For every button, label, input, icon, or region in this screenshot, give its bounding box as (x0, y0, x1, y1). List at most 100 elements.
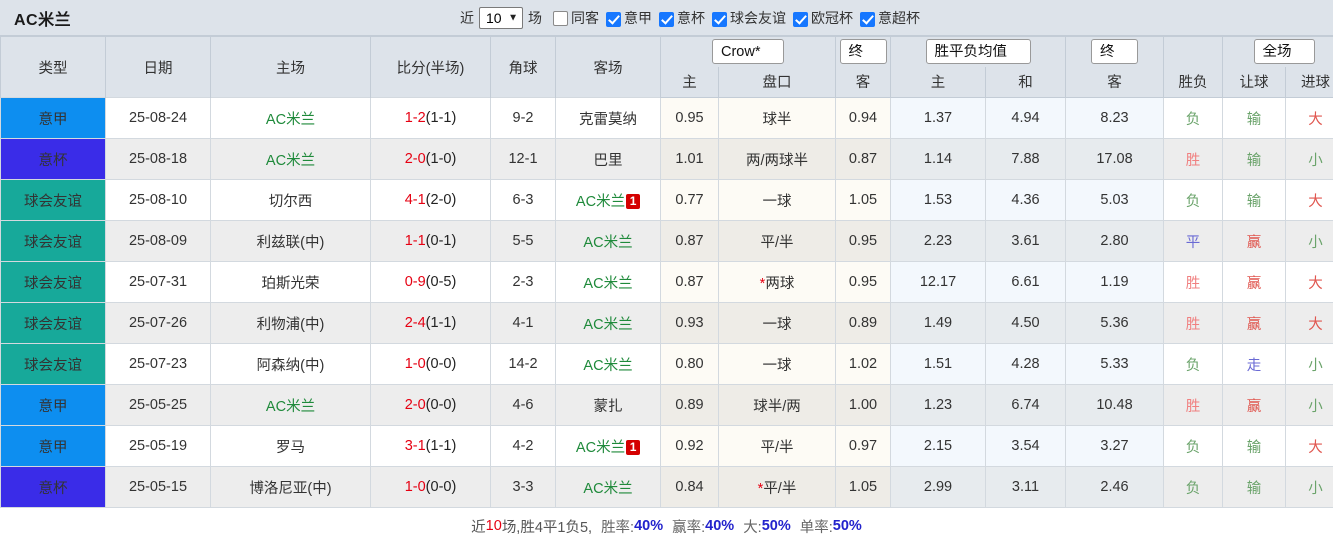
cell-home-team: 博洛尼亚(中) (210, 466, 371, 508)
league-filter-group: 意甲 意杯 球会友谊 欧冠杯 意超杯 (600, 8, 921, 28)
summary-recent-count: 10 (485, 518, 502, 534)
cell-corner: 9-2 (490, 97, 556, 139)
table-row[interactable]: 球会友谊 25-08-10 切尔西 4-1(2-0) 6-3 AC米兰 1 0.77 一球 1.0… (0, 179, 1333, 221)
cell-corner: 4-6 (490, 384, 556, 426)
league-checkbox-2[interactable] (712, 11, 727, 27)
cell-date: 25-08-09 (105, 220, 211, 262)
cell-handicap-away-odds: 0.94 (835, 97, 891, 139)
cell-result-wl: 胜 (1163, 384, 1223, 426)
cell-odds-away: 5.03 (1065, 179, 1164, 221)
recent-suffix-label: 场 (528, 10, 542, 26)
league-checkbox-3[interactable] (793, 11, 808, 27)
filter-controls: 近 10 ▼ 场 同客 意甲 意杯 球会友谊 欧冠杯 意超杯 (455, 0, 921, 36)
league-checkbox-label-1: 意杯 (677, 10, 705, 26)
col-header-date: 日期 (105, 36, 211, 98)
cell-result-goals: 小 (1285, 466, 1333, 508)
cell-score: 4-1(2-0) (370, 179, 491, 221)
cell-handicap-line: 两/两球半 (718, 138, 836, 180)
cell-odds-home: 1.23 (890, 384, 986, 426)
scope-select[interactable]: 全场 (1253, 39, 1315, 65)
table-row[interactable]: 意甲 25-05-19 罗马 3-1(1-1) 4-2 AC米兰 1 0.92 平/半 0.97 2… (0, 425, 1333, 467)
cell-result-handicap: 输 (1222, 138, 1286, 180)
cell-date: 25-07-23 (105, 343, 211, 385)
bookmaker-select[interactable]: Crow* (712, 39, 784, 65)
cell-odds-draw: 4.36 (985, 179, 1066, 221)
over-rate-label: 大: (743, 519, 762, 536)
odds-type-select-cell[interactable]: 胜平负均值 (890, 36, 1066, 67)
cell-handicap-home-odds: 0.87 (660, 220, 719, 262)
table-row[interactable]: 球会友谊 25-08-09 利兹联(中) 1-1(0-1) 5-5 AC米兰 0.87 平/半… (0, 220, 1333, 262)
bookmaker-select-cell[interactable]: Crow* (660, 36, 836, 67)
league-checkbox-4[interactable] (860, 11, 875, 27)
cell-result-handicap: 输 (1222, 97, 1286, 139)
cell-corner: 4-1 (490, 302, 556, 344)
cell-result-goals: 大 (1285, 261, 1333, 303)
recent-count-select-wrap[interactable]: 10 ▼ (479, 7, 523, 29)
cell-league-type: 球会友谊 (0, 220, 106, 262)
recent-count-select[interactable]: 10 (479, 7, 523, 29)
cell-corner: 6-3 (490, 179, 556, 221)
league-checkbox-label-3: 欧冠杯 (811, 10, 853, 26)
league-checkbox-label-0: 意甲 (624, 10, 652, 26)
cell-league-type: 球会友谊 (0, 343, 106, 385)
cell-result-wl: 负 (1163, 466, 1223, 508)
league-checkbox-1[interactable] (659, 11, 674, 27)
cell-handicap-line: *平/半 (718, 466, 836, 508)
cell-odds-away: 5.36 (1065, 302, 1164, 344)
cell-odds-home: 2.99 (890, 466, 986, 508)
cell-odds-home: 2.15 (890, 425, 986, 467)
table-row[interactable]: 意甲 25-08-24 AC米兰 1-2(1-1) 9-2 克雷莫纳 0.95 球半 0.94 1… (0, 97, 1333, 139)
cell-result-handicap: 赢 (1222, 302, 1286, 344)
win-rate-value: 40% (634, 518, 664, 534)
cell-corner: 2-3 (490, 261, 556, 303)
handicap-phase-select[interactable]: 终 (839, 39, 887, 65)
league-checkbox-0[interactable] (606, 11, 621, 27)
handicap-phase-select-wrap[interactable]: 终 (839, 39, 887, 65)
cell-result-wl: 胜 (1163, 302, 1223, 344)
bookmaker-select-wrap[interactable]: Crow* (712, 39, 784, 65)
cell-home-team: 罗马 (210, 425, 371, 467)
cell-handicap-home-odds: 0.77 (660, 179, 719, 221)
table-row[interactable]: 意杯 25-05-15 博洛尼亚(中) 1-0(0-0) 3-3 AC米兰 0.84 *平/半… (0, 466, 1333, 508)
col-header-odds-draw: 和 (985, 66, 1066, 98)
cell-result-goals: 小 (1285, 384, 1333, 426)
cell-score: 1-2(1-1) (370, 97, 491, 139)
cell-result-handicap: 赢 (1222, 261, 1286, 303)
cell-result-handicap: 输 (1222, 179, 1286, 221)
table-row[interactable]: 球会友谊 25-07-26 利物浦(中) 2-4(1-1) 4-1 AC米兰 0.93 一球 0… (0, 302, 1333, 344)
odds-phase-select-wrap[interactable]: 终 (1091, 39, 1138, 65)
same-venue-checkbox[interactable] (553, 10, 568, 26)
cell-score: 2-0(1-0) (370, 138, 491, 180)
cell-odds-away: 17.08 (1065, 138, 1164, 180)
cell-result-wl: 胜 (1163, 261, 1223, 303)
league-checkbox-label-4: 意超杯 (878, 10, 920, 26)
summary-record: 场,胜4平1负5, (501, 519, 593, 536)
cell-result-handicap: 输 (1222, 425, 1286, 467)
cell-date: 25-05-19 (105, 425, 211, 467)
cell-result-handicap: 赢 (1222, 384, 1286, 426)
odds-type-select-wrap[interactable]: 胜平负均值 (925, 39, 1031, 65)
cell-score: 1-0(0-0) (370, 466, 491, 508)
handicap-phase-select-cell[interactable]: 终 (835, 36, 891, 67)
cell-odds-draw: 6.61 (985, 261, 1066, 303)
profit-rate-value: 40% (705, 518, 735, 534)
cell-date: 25-05-25 (105, 384, 211, 426)
cell-odds-away: 5.33 (1065, 343, 1164, 385)
col-header-result-wl: 胜负 (1163, 66, 1223, 98)
cell-odds-away: 1.19 (1065, 261, 1164, 303)
cell-handicap-line: 球半 (718, 97, 836, 139)
odds-type-select[interactable]: 胜平负均值 (925, 39, 1031, 65)
table-row[interactable]: 球会友谊 25-07-31 珀斯光荣 0-9(0-5) 2-3 AC米兰 0.87 *两球 0.… (0, 261, 1333, 303)
table-row[interactable]: 球会友谊 25-07-23 阿森纳(中) 1-0(0-0) 14-2 AC米兰 0.80 一球… (0, 343, 1333, 385)
table-row[interactable]: 意杯 25-08-18 AC米兰 2-0(1-0) 12-1 巴里 1.01 两/两球半 0.8… (0, 138, 1333, 180)
empty-header-cell (1163, 36, 1223, 67)
table-row[interactable]: 意甲 25-05-25 AC米兰 2-0(0-0) 4-6 蒙扎 0.89 球半/两 1.00 1… (0, 384, 1333, 426)
recent-prefix-label: 近 (460, 10, 474, 26)
scope-select-wrap[interactable]: 全场 (1253, 39, 1315, 65)
cell-result-wl: 负 (1163, 343, 1223, 385)
cell-result-wl: 胜 (1163, 138, 1223, 180)
scope-select-cell[interactable]: 全场 (1222, 36, 1333, 67)
odds-phase-select-cell[interactable]: 终 (1065, 36, 1164, 67)
odds-phase-select[interactable]: 终 (1091, 39, 1138, 65)
